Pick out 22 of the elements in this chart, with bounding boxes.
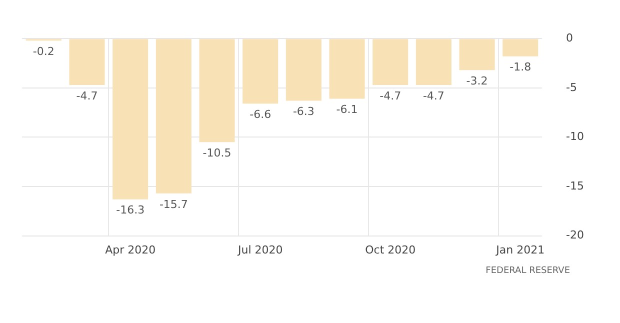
data-label: -4.7: [76, 89, 98, 102]
y-tick-label: 0: [566, 31, 574, 44]
y-tick-label: -5: [566, 80, 578, 94]
x-tick-label: Jan 2021: [495, 243, 545, 256]
data-label: -16.3: [116, 204, 145, 217]
text: FEDERAL RESERVE: [486, 266, 570, 276]
data-label: -1.8: [510, 60, 532, 74]
data-label: -6.1: [336, 103, 358, 116]
data-label: -6.6: [250, 108, 272, 122]
data-label: -0.2: [32, 44, 54, 58]
x-tick-label: Oct 2020: [365, 243, 416, 256]
y-tick-label: -20: [566, 228, 584, 242]
data-label: -6.3: [292, 105, 314, 118]
data-label: -3.2: [466, 74, 488, 88]
data-label: -15.7: [159, 198, 188, 211]
y-tick-label: -10: [566, 130, 584, 144]
data-label: -4.7: [422, 89, 444, 102]
data-label: -4.7: [380, 89, 402, 102]
y-tick-label: -15: [566, 179, 584, 192]
data-label: -10.5: [202, 146, 232, 160]
x-tick-label: Jul 2020: [236, 243, 283, 256]
x-tick-label: Apr 2020: [105, 243, 156, 256]
